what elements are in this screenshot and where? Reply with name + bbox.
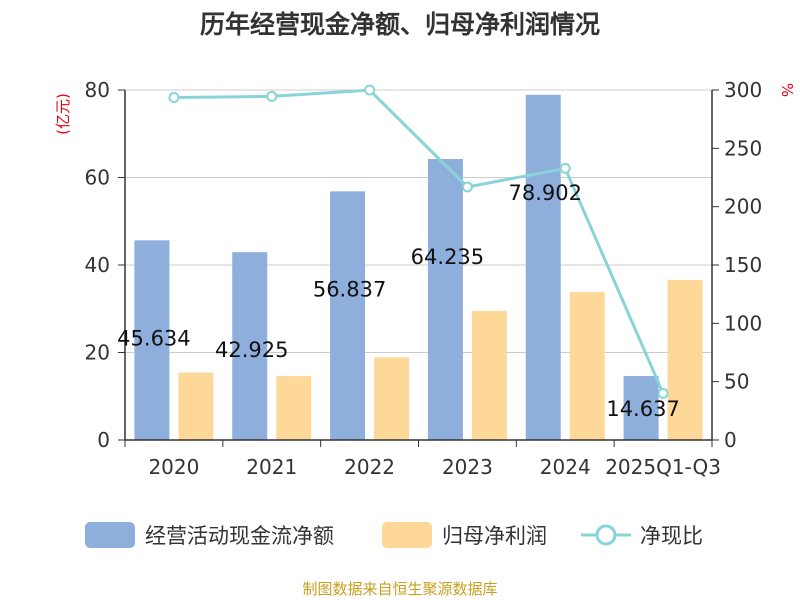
gridlines bbox=[118, 89, 719, 441]
y-left-tick-labels: 0 20 40 60 80 bbox=[85, 78, 110, 452]
ratio-line bbox=[168, 84, 669, 399]
x-tick-label: 2025Q1-Q3 bbox=[605, 455, 721, 479]
bar-cashflow bbox=[427, 158, 463, 441]
bar-cashflow bbox=[232, 252, 268, 440]
bar-profit bbox=[471, 310, 507, 440]
data-source-note: 制图数据来自恒生聚源数据库 bbox=[302, 580, 497, 598]
data-label-cashflow: 56.837 bbox=[313, 277, 386, 301]
y-right-tick-label: 100 bbox=[724, 311, 762, 335]
bars bbox=[134, 94, 703, 441]
x-tick-label: 2022 bbox=[344, 455, 395, 479]
y-right-tick-labels: 0 50 100 150 200 250 300 bbox=[724, 78, 762, 452]
axes bbox=[124, 90, 713, 447]
ratio-point bbox=[364, 84, 376, 96]
bar-profit bbox=[178, 372, 214, 440]
data-label-cashflow: 78.902 bbox=[509, 181, 582, 205]
bar-profit bbox=[569, 292, 605, 440]
y-right-tick-label: 150 bbox=[724, 253, 762, 277]
y-right-axis-label: % bbox=[778, 83, 796, 97]
y-right-tick-label: 200 bbox=[724, 195, 762, 219]
ratio-point bbox=[266, 90, 278, 102]
x-tick-label: 2023 bbox=[442, 455, 493, 479]
bar-profit bbox=[276, 376, 312, 440]
bar-profit bbox=[667, 279, 703, 440]
x-tick-label: 2021 bbox=[246, 455, 297, 479]
bar-cashflow bbox=[134, 240, 170, 440]
y-left-tick-label: 40 bbox=[85, 253, 110, 277]
data-label-cashflow: 64.235 bbox=[411, 245, 484, 269]
legend-marker-ratio bbox=[595, 524, 617, 546]
ratio-point bbox=[559, 162, 571, 174]
y-right-tick-label: 0 bbox=[724, 428, 737, 452]
legend-label-profit: 归母净利润 bbox=[442, 524, 547, 548]
x-tick-labels: 2020 2021 2022 2023 2024 2025Q1-Q3 bbox=[148, 455, 721, 479]
bar-profit bbox=[374, 357, 410, 440]
y-right-tick-label: 250 bbox=[724, 136, 762, 160]
bar-cashflow bbox=[525, 94, 561, 441]
x-tick-label: 2020 bbox=[148, 455, 199, 479]
bar-cashflow bbox=[623, 375, 659, 440]
data-label-cashflow: 45.634 bbox=[117, 326, 190, 350]
y-left-tick-label: 80 bbox=[85, 78, 110, 102]
y-left-axis-label: (亿元) bbox=[54, 93, 72, 135]
legend-swatch-cashflow bbox=[85, 522, 135, 548]
y-right-tick-label: 50 bbox=[724, 370, 749, 394]
legend: 经营活动现金流净额 归母净利润 净现比 bbox=[85, 522, 703, 548]
y-left-tick-label: 60 bbox=[85, 166, 110, 190]
ratio-point bbox=[168, 91, 180, 103]
bar-cashflow bbox=[330, 191, 366, 440]
data-labels: 45.634 42.925 56.837 64.235 78.902 14.637 bbox=[117, 181, 680, 421]
ratio-point bbox=[461, 181, 473, 193]
ratio-point bbox=[657, 387, 669, 399]
legend-label-ratio: 净现比 bbox=[640, 524, 703, 548]
x-tick-label: 2024 bbox=[540, 455, 591, 479]
legend-swatch-profit bbox=[382, 522, 432, 548]
y-right-tick-label: 300 bbox=[724, 78, 762, 102]
ratio-line-path bbox=[173, 88, 665, 394]
y-left-tick-label: 0 bbox=[97, 428, 110, 452]
data-label-cashflow: 14.637 bbox=[606, 397, 679, 421]
data-label-cashflow: 42.925 bbox=[215, 338, 288, 362]
legend-label-cashflow: 经营活动现金流净额 bbox=[145, 524, 334, 548]
chart-title: 历年经营现金净额、归母净利润情况 bbox=[200, 10, 600, 39]
y-left-tick-label: 20 bbox=[85, 341, 110, 365]
